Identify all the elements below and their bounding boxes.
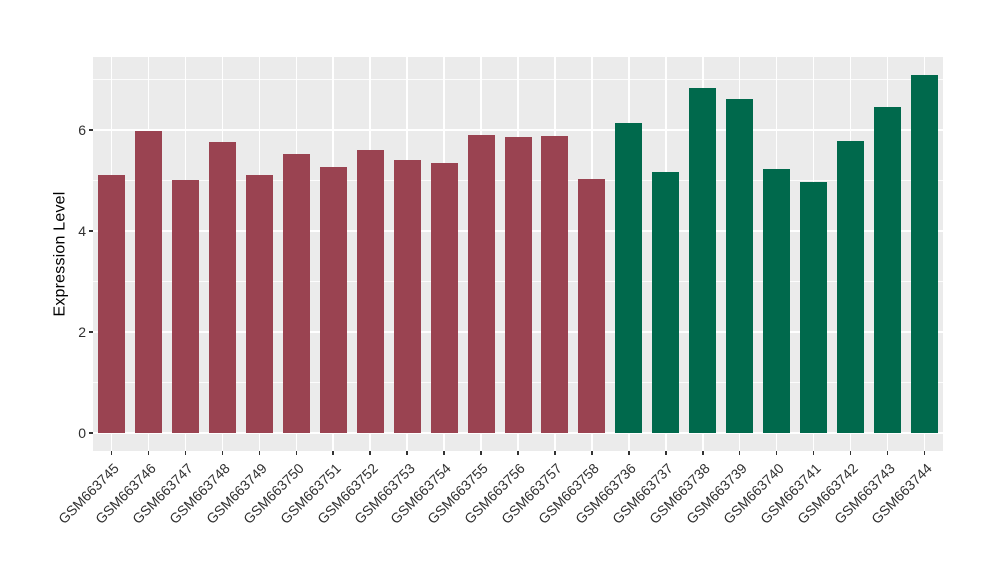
y-axis-title-box: Expression Level	[50, 57, 72, 451]
bar	[171, 179, 199, 433]
x-tick-mark	[591, 451, 593, 455]
x-tick-mark	[738, 451, 741, 455]
bar	[652, 172, 680, 433]
bar	[430, 162, 458, 433]
x-tick-mark	[332, 451, 334, 455]
x-tick-mark	[147, 451, 150, 455]
bar	[689, 87, 717, 433]
bar	[726, 99, 754, 433]
bar	[97, 175, 125, 433]
x-tick-mark	[702, 451, 704, 455]
bar	[763, 168, 791, 433]
y-tick-label: 4	[78, 223, 86, 240]
x-tick-mark	[258, 451, 261, 455]
y-tick-label: 2	[78, 323, 86, 340]
bar	[356, 149, 384, 433]
x-tick-mark	[665, 451, 667, 455]
y-tick-mark	[88, 230, 93, 232]
x-tick-mark	[110, 451, 113, 455]
y-tick-mark	[88, 331, 93, 333]
bar	[208, 141, 236, 433]
bar	[282, 154, 310, 433]
bar	[245, 174, 273, 433]
x-tick-mark	[517, 451, 519, 455]
bar	[800, 181, 828, 433]
plot-panel	[93, 57, 943, 451]
bar	[393, 159, 421, 433]
y-tick-label: 0	[78, 424, 86, 441]
y-tick-mark	[88, 129, 93, 131]
y-axis-title: Expression Level	[52, 191, 70, 317]
bar	[319, 167, 347, 433]
x-tick-mark	[886, 451, 889, 455]
x-tick-mark	[369, 451, 371, 455]
y-tick-label: 6	[78, 122, 86, 139]
bar	[467, 134, 495, 433]
x-tick-mark	[480, 451, 482, 455]
x-tick-mark	[554, 451, 556, 455]
bar	[134, 131, 162, 433]
bar	[504, 136, 532, 433]
x-tick-mark	[849, 451, 852, 455]
bar	[615, 123, 643, 433]
x-tick-mark	[923, 451, 926, 455]
x-tick-mark	[812, 451, 815, 455]
x-tick-mark	[295, 451, 297, 455]
bar	[874, 106, 902, 433]
x-tick-mark	[406, 451, 408, 455]
bar	[837, 140, 865, 433]
y-tick-mark	[88, 432, 93, 434]
x-tick-mark	[184, 451, 187, 455]
x-tick-mark	[443, 451, 445, 455]
bar	[578, 178, 606, 433]
x-tick-mark	[628, 451, 630, 455]
x-tick-mark	[221, 451, 224, 455]
x-tick-mark	[775, 451, 778, 455]
bar	[911, 75, 939, 433]
bar	[541, 135, 569, 433]
